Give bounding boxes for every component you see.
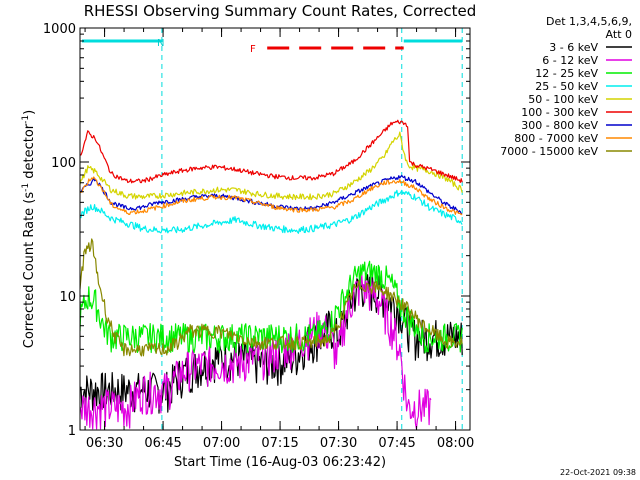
chart-title: RHESSI Observing Summary Count Rates, Co… xyxy=(84,2,477,20)
x-tick-label: 07:30 xyxy=(320,436,357,451)
x-axis: 06:30 06:45 07:00 07:15 07:30 07:45 08:00 xyxy=(84,28,474,451)
legend-label-8: 800 - 7000 keV xyxy=(514,132,598,145)
x-tick-label: 07:15 xyxy=(261,436,298,451)
x-tick-label: 08:00 xyxy=(437,436,474,451)
legend-label-9: 7000 - 15000 keV xyxy=(500,145,598,158)
y-axis-label-end: ) xyxy=(22,110,37,115)
y-tick-label: 1 xyxy=(68,424,76,439)
series-line-4 xyxy=(80,189,463,234)
night-label: N xyxy=(157,38,164,49)
date-stamp: 22-Oct-2021 09:38 xyxy=(560,468,636,477)
y-axis-label: Corrected Count Rate (s-1 detector-1) xyxy=(21,110,37,348)
legend-label-2: 6 - 12 keV xyxy=(542,54,598,67)
legend-label-6: 100 - 300 keV xyxy=(521,106,598,119)
y-tick-label: 1000 xyxy=(43,22,76,37)
plot-frame xyxy=(79,27,471,431)
legend-header-attenuator: Att 0 xyxy=(606,28,632,41)
series-line-7 xyxy=(80,174,463,215)
legend-label-7: 300 - 800 keV xyxy=(521,119,598,132)
series-line-6 xyxy=(80,119,463,184)
legend-label-4: 25 - 50 keV xyxy=(535,80,598,93)
x-axis-label: Start Time (16-Aug-03 06:23:42) xyxy=(174,455,386,470)
x-tick-label: 07:45 xyxy=(378,436,415,451)
y-tick-label: 100 xyxy=(51,156,76,171)
series-line-8 xyxy=(80,176,463,216)
legend-label-1: 3 - 6 keV xyxy=(549,41,598,54)
series-line-5 xyxy=(80,131,463,201)
series-line-2 xyxy=(80,273,432,430)
y-axis: 1 10 100 1000 xyxy=(43,22,470,439)
y-tick-label: 10 xyxy=(59,290,76,305)
legend-label-5: 50 - 100 keV xyxy=(528,93,598,106)
y-axis-label-exp2: -1 xyxy=(21,115,31,124)
flare-label: F xyxy=(250,44,256,55)
y-axis-label-mid: detector xyxy=(22,123,37,183)
x-tick-label: 06:30 xyxy=(86,436,123,451)
y-axis-label-main: Corrected Count Rate (s xyxy=(22,192,37,349)
x-tick-label: 07:00 xyxy=(203,436,240,451)
x-tick-label: 06:45 xyxy=(144,436,181,451)
legend-header-detectors: Det 1,3,4,5,6,9, xyxy=(546,15,632,28)
y-axis-label-exp1: -1 xyxy=(21,183,31,192)
series-line-9 xyxy=(80,238,463,357)
legend-label-3: 12 - 25 keV xyxy=(535,67,598,80)
